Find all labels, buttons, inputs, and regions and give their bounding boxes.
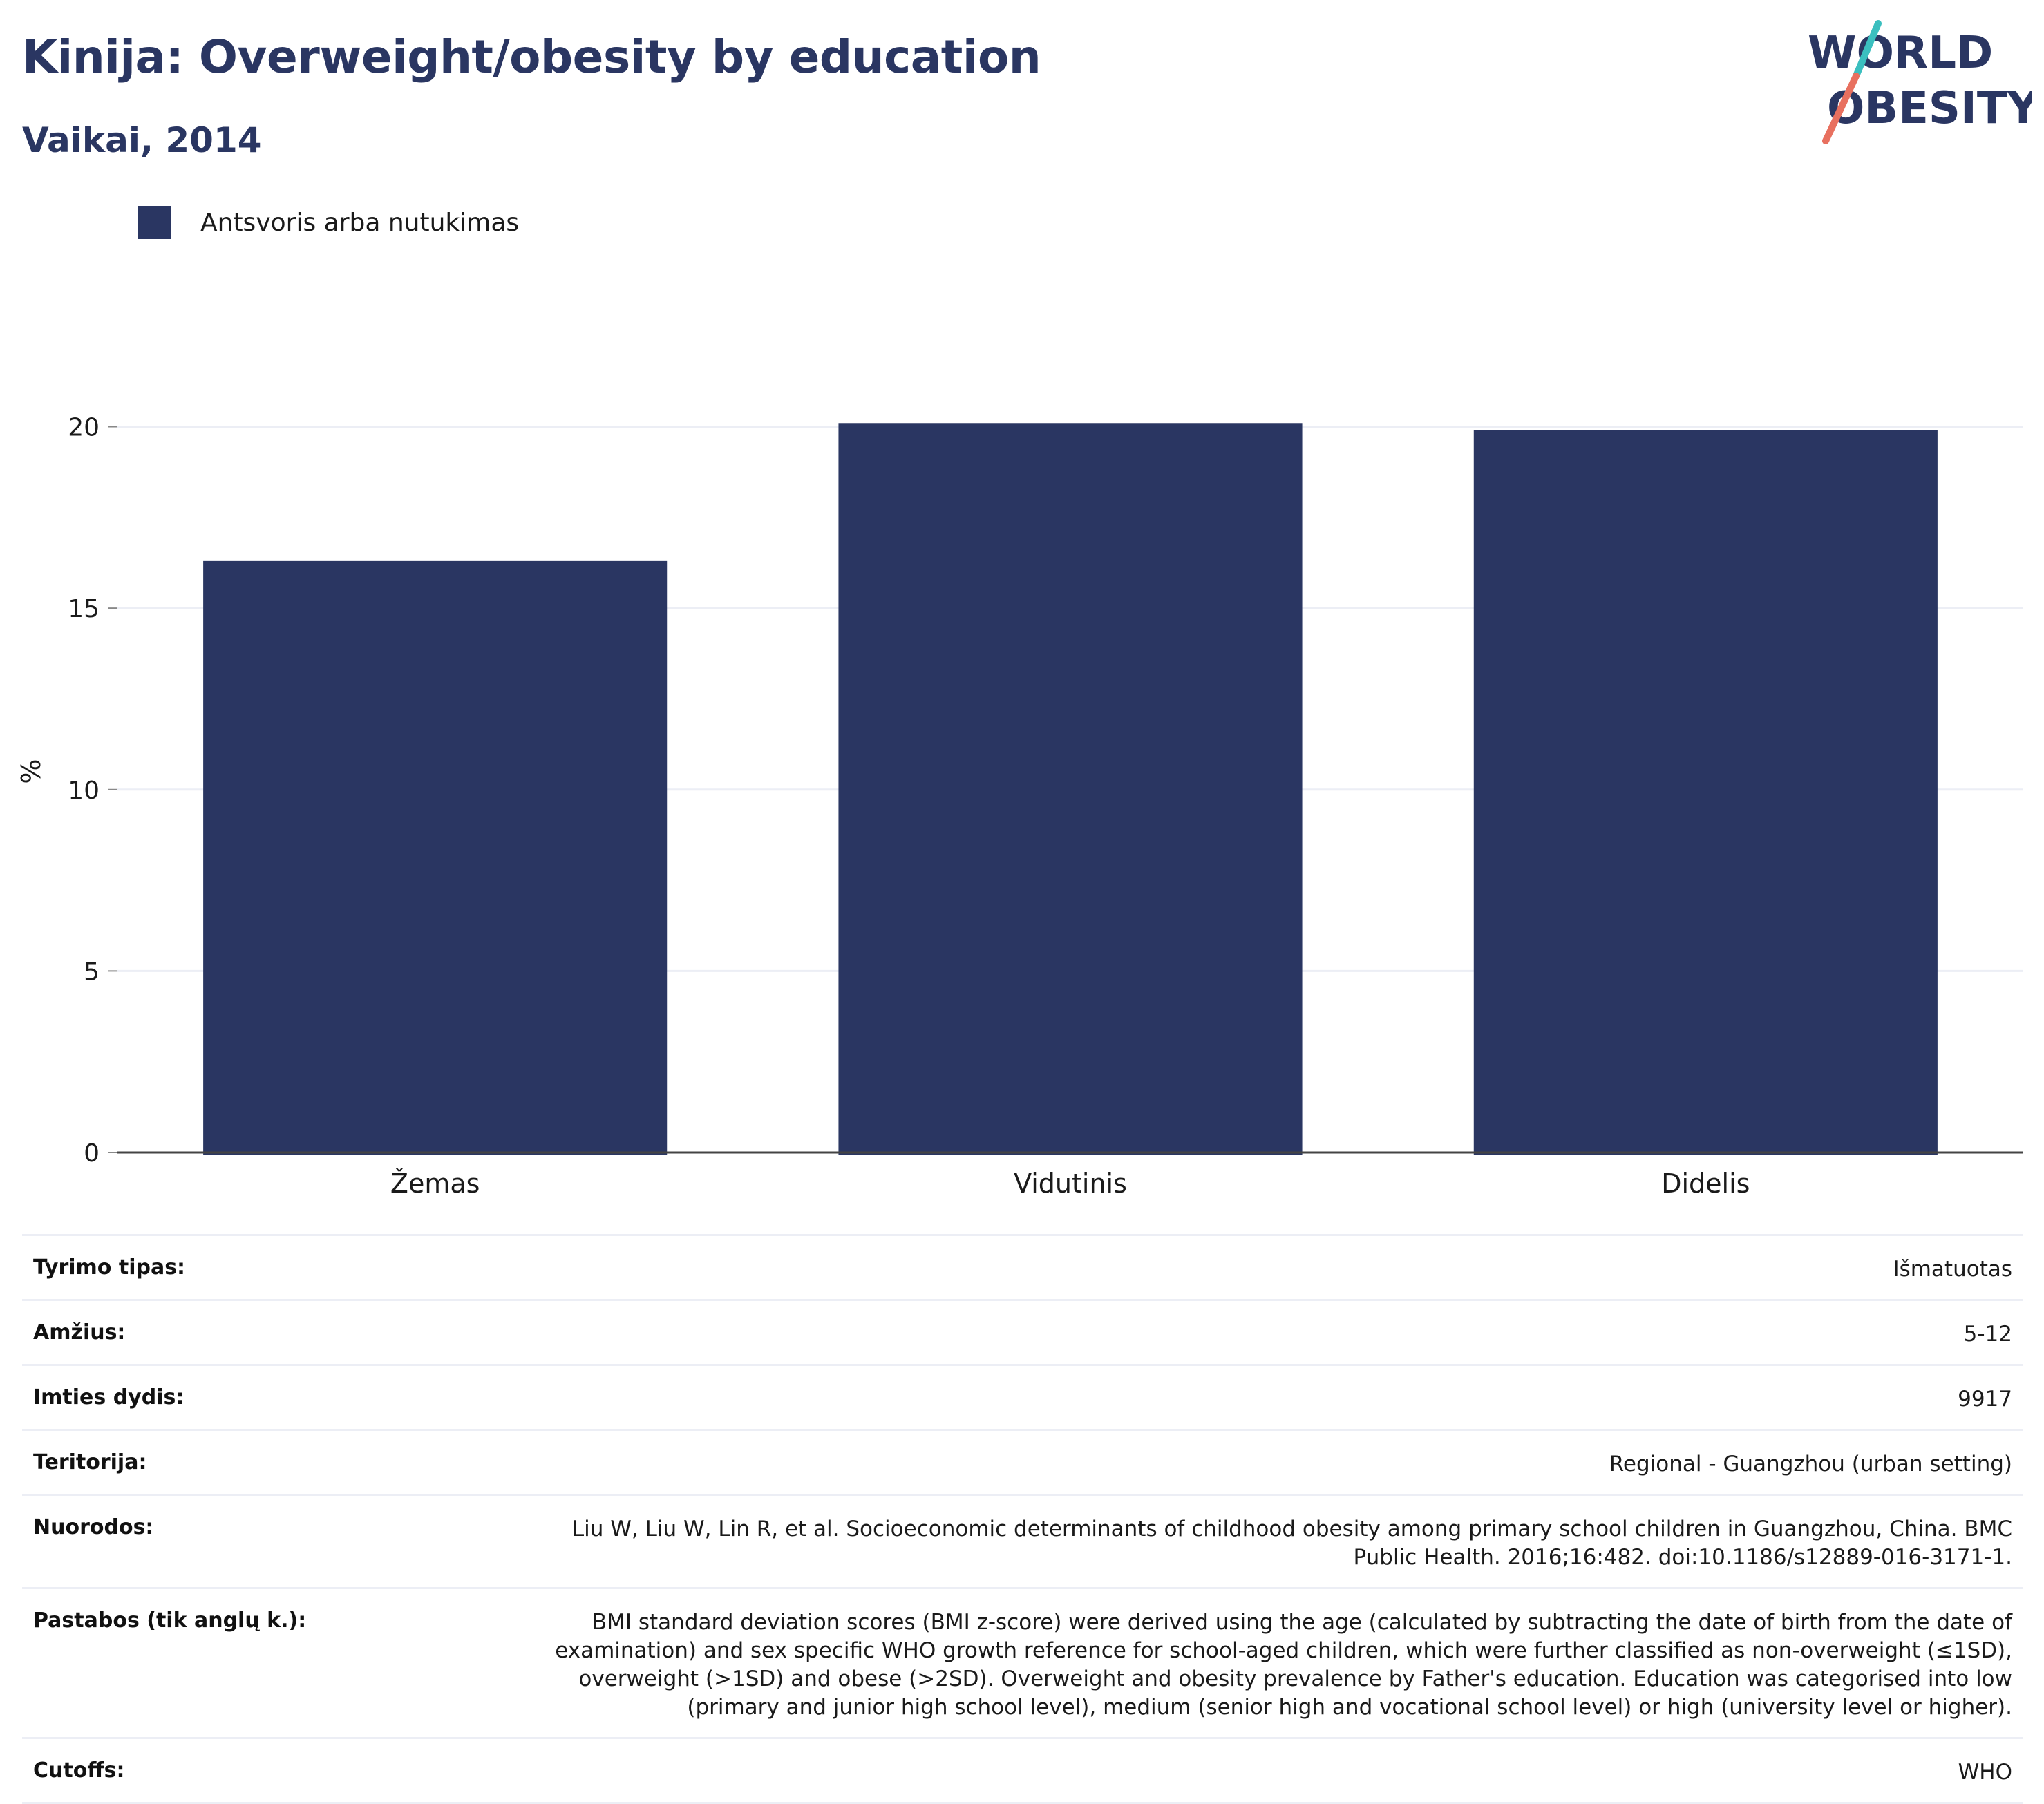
legend-swatch xyxy=(138,206,171,239)
info-value: WHO xyxy=(1958,1760,2012,1785)
logo-slash-bottom xyxy=(1822,73,1860,144)
info-table: Tyrimo tipas: Išmatuotas Amžius: 5-12 Im… xyxy=(22,1234,2023,1804)
info-value: 5-12 xyxy=(1963,1322,2012,1347)
y-tick-label-15: 15 xyxy=(68,595,100,623)
info-label: Imties dydis: xyxy=(33,1385,184,1409)
x-tick-label-3: Didelis xyxy=(1661,1168,1750,1199)
info-row-sample-size: Imties dydis: 9917 xyxy=(22,1364,2023,1429)
info-label: Teritorija: xyxy=(33,1450,147,1474)
logo-word-2: OBESITY xyxy=(1827,83,2032,134)
bar-1[interactable] xyxy=(203,560,668,1155)
x-tick-label-1: Žemas xyxy=(390,1168,480,1199)
info-value: Liu W, Liu W, Lin R, et al. Socioeconomi… xyxy=(571,1517,2012,1570)
x-tick-labels: Žemas Vidutinis Didelis xyxy=(390,1168,1750,1199)
logo-word-1: WORLD xyxy=(1808,28,1993,79)
world-obesity-logo: WORLD OBESITY xyxy=(1808,20,2032,144)
info-label: Tyrimo tipas: xyxy=(33,1255,186,1280)
legend[interactable]: Antsvoris arba nutukimas xyxy=(138,205,519,240)
y-tick-label-10: 10 xyxy=(68,777,100,805)
info-row-study-type: Tyrimo tipas: Išmatuotas xyxy=(22,1234,2023,1299)
bar-3[interactable] xyxy=(1473,430,1938,1156)
info-value: BMI standard deviation scores (BMI z-sco… xyxy=(555,1610,2012,1720)
bar-chart: 0 5 10 15 20 Žemas Vidutinis Didelis % xyxy=(16,414,2023,1199)
info-row-cutoffs: Cutoffs: WHO xyxy=(22,1737,2023,1804)
info-label: Nuorodos: xyxy=(33,1515,154,1539)
y-tick-label-0: 0 xyxy=(84,1139,100,1168)
info-row-notes: Pastabos (tik anglų k.): BMI standard de… xyxy=(22,1587,2023,1737)
info-label: Cutoffs: xyxy=(33,1758,125,1783)
info-value: 9917 xyxy=(1958,1387,2012,1412)
bars xyxy=(203,423,1938,1156)
chart-subtitle: Vaikai, 2014 xyxy=(22,120,262,160)
info-row-references: Nuorodos: Liu W, Liu W, Lin R, et al. So… xyxy=(22,1494,2023,1587)
info-value: Regional - Guangzhou (urban setting) xyxy=(1609,1452,2012,1477)
y-tick-labels: 0 5 10 15 20 xyxy=(68,414,117,1168)
y-axis-title: % xyxy=(16,759,46,784)
info-label: Pastabos (tik anglų k.): xyxy=(33,1608,307,1633)
info-row-age: Amžius: 5-12 xyxy=(22,1299,2023,1364)
logo-slash-top xyxy=(1853,20,1882,79)
chart-title: Kinija: Overweight/obesity by education xyxy=(22,30,1041,84)
x-tick-label-2: Vidutinis xyxy=(1014,1168,1127,1199)
info-row-territory: Teritorija: Regional - Guangzhou (urban … xyxy=(22,1429,2023,1494)
info-value: Išmatuotas xyxy=(1893,1257,2012,1282)
legend-label: Antsvoris arba nutukimas xyxy=(200,208,520,237)
y-tick-label-20: 20 xyxy=(68,414,100,442)
bar-2[interactable] xyxy=(838,423,1303,1155)
info-label: Amžius: xyxy=(33,1320,126,1345)
y-tick-label-5: 5 xyxy=(84,958,100,986)
